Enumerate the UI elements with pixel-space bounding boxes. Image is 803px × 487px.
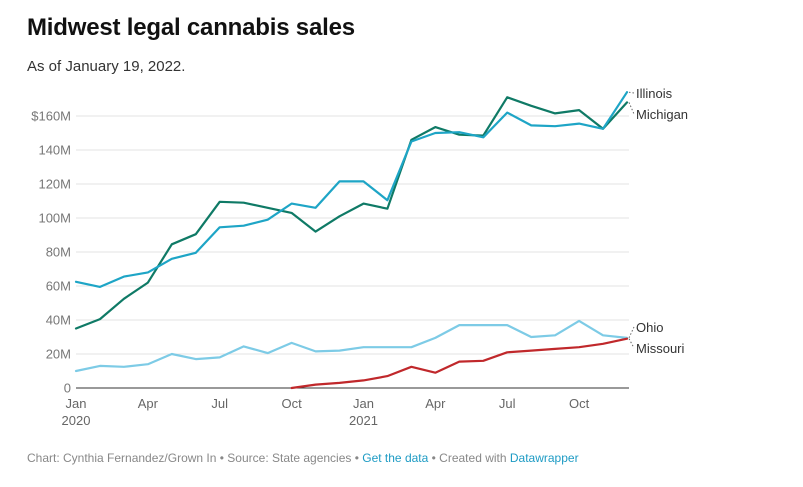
x-tick-year-label: 2020 [62,413,91,428]
label-leader-line [628,326,635,339]
y-tick-label: 60M [46,279,71,294]
y-tick-label: 40M [46,313,71,328]
x-tick-label: Jan [353,396,374,411]
x-tick-label: Jul [211,396,228,411]
series-label-michigan: Michigan [636,107,688,122]
footer-separator: • [351,451,363,465]
label-leader-line [628,91,635,94]
y-tick-label: 120M [38,177,71,192]
datawrapper-link[interactable]: Datawrapper [509,451,579,465]
y-tick-label: 20M [46,347,71,362]
y-tick-label: 140M [38,143,71,158]
series-label-illinois: Illinois [636,86,673,101]
x-tick-label: Jul [499,396,516,411]
x-tick-label: Apr [425,396,446,411]
footer-separator: • [428,451,440,465]
chart-footer: Chart: Cynthia Fernandez/Grown In • Sour… [27,451,579,465]
x-tick-label: Jan [66,396,87,411]
created-with-text: Created with [439,451,510,465]
x-tick-year-label: 2021 [349,413,378,428]
x-tick-label: Oct [569,396,590,411]
footer-separator: • [216,451,228,465]
chart-credit: Chart: Cynthia Fernandez/Grown In [27,451,217,465]
y-tick-label: $160M [31,109,71,124]
chart-title: Midwest legal cannabis sales [27,14,355,41]
series-line-missouri [290,337,629,390]
series-label-missouri: Missouri [636,341,685,356]
y-tick-label: 0 [64,381,71,396]
series-line-illinois [74,91,629,288]
series-line-michigan [74,96,629,330]
chart-subtitle: As of January 19, 2022. [27,58,186,75]
y-tick-label: 100M [38,211,71,226]
series-line-ohio [74,319,629,373]
series-label-ohio: Ohio [636,320,663,335]
x-tick-label: Oct [281,396,302,411]
label-leader-line [628,338,635,349]
get-the-data-link[interactable]: Get the data [362,451,429,465]
label-leader-line [628,102,635,115]
source-text: Source: State agencies [227,451,352,465]
x-tick-label: Apr [138,396,159,411]
y-tick-label: 80M [46,245,71,260]
